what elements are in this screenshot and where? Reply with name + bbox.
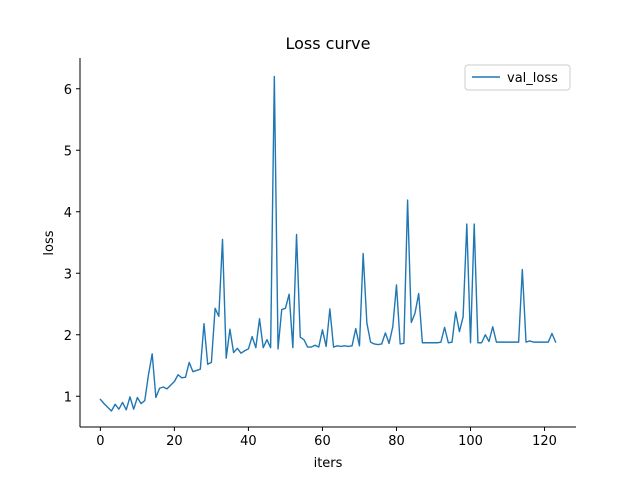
x-tick-label: 120 xyxy=(532,434,557,449)
legend-label-val-loss: val_loss xyxy=(507,71,558,86)
y-tick-label: 1 xyxy=(64,390,72,405)
x-ticks: 0 20 40 60 80 100 120 xyxy=(96,427,557,449)
x-tick-label: 60 xyxy=(314,434,331,449)
x-tick-label: 40 xyxy=(240,434,257,449)
plot-area xyxy=(79,58,576,428)
legend: val_loss xyxy=(464,64,571,91)
y-tick-label: 3 xyxy=(64,267,72,282)
y-tick-label: 2 xyxy=(64,329,72,344)
y-tick-label: 6 xyxy=(64,83,72,98)
x-tick-label: 100 xyxy=(458,434,483,449)
y-tick-label: 4 xyxy=(64,206,72,221)
series-line-val-loss xyxy=(99,75,557,412)
y-tick-label: 5 xyxy=(64,144,72,159)
legend-box xyxy=(464,64,571,91)
y-axis-label: loss xyxy=(42,230,57,255)
series-layer xyxy=(99,75,557,412)
x-axis-label: iters xyxy=(314,456,343,471)
y-ticks: 1 2 3 4 5 6 xyxy=(64,83,80,405)
x-tick-label: 80 xyxy=(388,434,405,449)
x-tick-label: 0 xyxy=(96,434,104,449)
chart-title: Loss curve xyxy=(285,34,370,53)
x-tick-label: 20 xyxy=(166,434,183,449)
